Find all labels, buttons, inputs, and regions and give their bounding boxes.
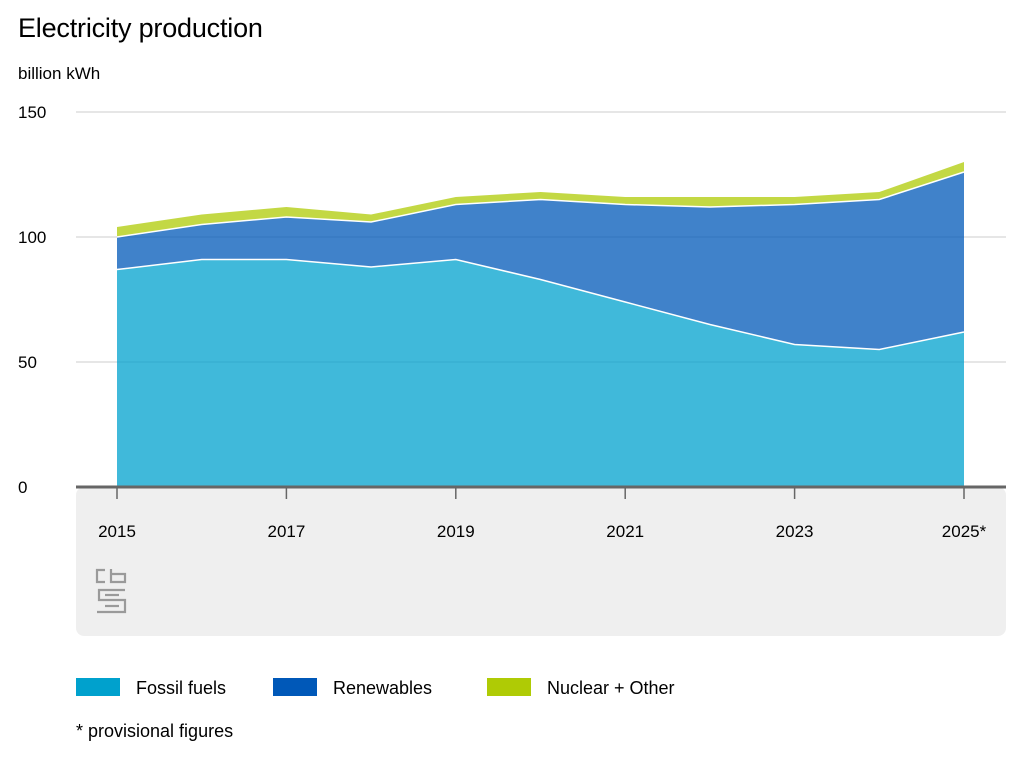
series-boundary-line bbox=[116, 171, 965, 238]
y-tick-label: 100 bbox=[18, 228, 46, 247]
y-tick-label: 150 bbox=[18, 103, 46, 122]
cbs-logo-icon bbox=[95, 568, 127, 614]
y-tick-label: 0 bbox=[18, 478, 27, 497]
legend-swatch bbox=[487, 678, 531, 696]
x-tick-label: 2023 bbox=[776, 522, 814, 541]
legend-label: Fossil fuels bbox=[136, 678, 226, 698]
footnote: * provisional figures bbox=[76, 721, 234, 741]
x-tick-label: 2025* bbox=[942, 522, 987, 541]
x-tick-label: 2015 bbox=[98, 522, 136, 541]
legend-label: Nuclear + Other bbox=[547, 678, 675, 698]
y-tick-label: 50 bbox=[18, 353, 37, 372]
area-layer bbox=[116, 162, 965, 487]
x-axis-panel bbox=[76, 487, 1006, 636]
legend-swatch bbox=[273, 678, 317, 696]
area-fossil-fuels bbox=[117, 259, 964, 487]
x-tick-label: 2021 bbox=[606, 522, 644, 541]
legend-swatch bbox=[76, 678, 120, 696]
area-renewables bbox=[117, 172, 964, 350]
legend-layer: Fossil fuels Renewables Nuclear + Other bbox=[76, 678, 675, 698]
series-boundary-line bbox=[116, 258, 965, 351]
axis-layer: 0 50 100 150 2015 2017 2019 2021 2023 2025* bbox=[18, 103, 1006, 541]
y-axis-unit-label: billion kWh bbox=[18, 64, 101, 83]
legend-label: Renewables bbox=[333, 678, 432, 698]
x-tick-label: 2017 bbox=[267, 522, 305, 541]
chart-title: Electricity production bbox=[18, 13, 263, 43]
x-tick-label: 2019 bbox=[437, 522, 475, 541]
